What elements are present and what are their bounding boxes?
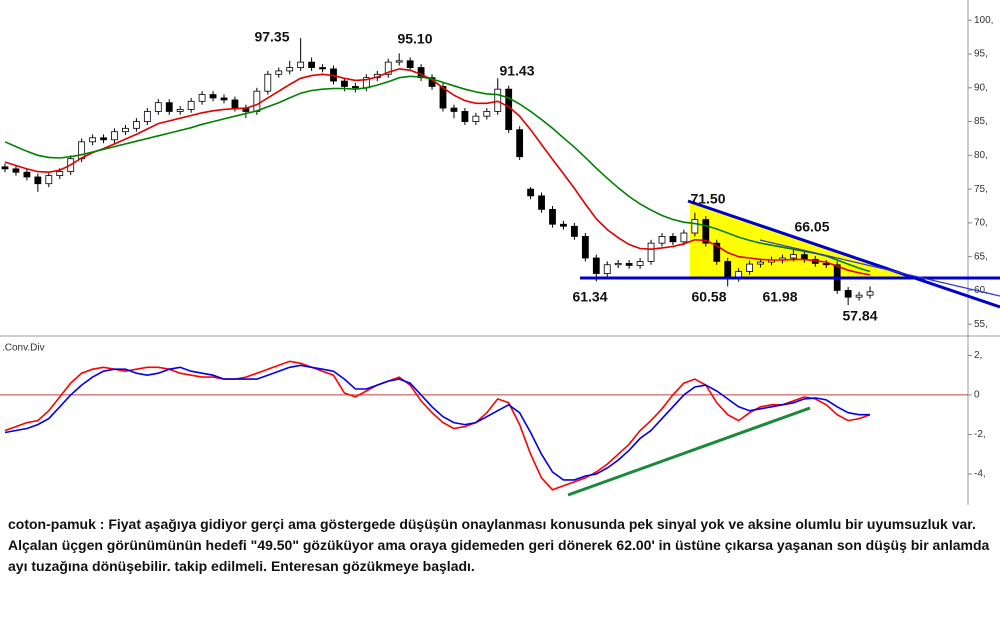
candle-body [198,94,206,102]
candle-body [341,80,348,87]
chart: 100, 95, 90, 85, 80, 75, 70, 65, 60, 55, 97.35 95.1… [0,0,1000,505]
price-annotation: 71.50 [690,191,725,207]
candle-body [483,111,491,117]
candle-body [111,131,118,141]
candle-body [516,129,524,158]
candle-body [395,60,403,63]
candle-body [494,88,502,112]
y-tick-label: -4, [974,469,986,480]
candle-body [592,257,600,274]
candle-body [680,232,688,243]
candle-body [23,171,31,178]
candle-body [231,99,239,109]
candle-body [757,261,764,265]
indicator-label: .Conv.Div [2,343,45,354]
candle-body [560,223,567,227]
y-tick-label: 55, [974,319,988,330]
series-line [4,68,871,276]
y-tick-label: 65, [974,251,988,262]
candle-body [122,127,129,133]
candle-body [209,94,217,99]
candle-body [143,111,151,122]
price-annotation: 61.98 [762,289,797,305]
candle-body [571,225,578,237]
candle-body [603,264,611,274]
candle-body [669,235,677,243]
price-annotation: 91.43 [499,63,534,79]
y-tick-label: 95, [974,49,988,60]
candle-body [614,263,622,266]
candle-body [746,263,753,272]
candle-body [713,242,721,262]
candle-body [100,137,107,141]
candle-body [691,219,699,234]
candle-body [297,61,305,68]
price-annotation: 61.34 [572,289,607,305]
series-line [4,360,871,491]
candle-body [132,121,140,129]
candle-body [220,97,228,101]
candle-body [176,109,184,112]
y-tick-label: -2, [974,429,986,440]
y-tick-label: 80, [974,150,988,161]
y-tick-label: 90, [974,82,988,93]
candle-body [275,70,283,75]
y-tick-label: 70, [974,218,988,229]
candle-body [844,290,852,298]
caption: coton-pamuk : Fiyat aşağıya gidiyor gerç… [8,516,990,574]
candle-body [406,60,414,68]
y-tick-label: 60, [974,285,988,296]
candle-body [538,195,545,210]
candle-body [636,260,644,266]
candle-body [45,175,53,185]
price-annotation: 60.58 [691,289,726,305]
candle-body [165,102,173,112]
candle-body [472,115,480,122]
candle-body [450,107,458,112]
candle-body [549,208,556,225]
y-tick-label: 100, [974,15,993,26]
candle-body [527,188,534,197]
candle-body [702,219,710,244]
price-annotation: 57.84 [842,308,877,324]
candle-body [625,263,633,266]
candle-body [187,100,195,110]
candle-body [439,86,447,109]
series-line [4,75,871,273]
divergence-line [567,406,811,497]
candle-body [790,254,797,259]
candle-body [89,137,96,143]
candle-body [319,67,326,70]
y-tick-label: 85, [974,116,988,127]
candle-body [34,176,42,185]
y-tick-label: 0 [974,390,980,401]
y-tick-label: 75, [974,184,988,195]
price-annotation: 66.05 [794,219,829,235]
candle-body [866,291,874,296]
price-annotation: 95.10 [397,31,432,47]
resistance-line [687,199,1000,309]
candle-body [12,168,20,173]
candle-body [855,294,863,298]
candle-body [822,263,830,266]
candle-body [308,61,316,68]
price-annotation: 97.35 [254,29,289,45]
candle-body [384,61,392,75]
candle-body [581,235,589,259]
candle-body [647,242,655,262]
candle-body [56,171,64,177]
resistance-line-inner [759,239,1000,297]
series-line [4,364,870,481]
y-tick-label: 2, [974,350,982,361]
candle-body [1,166,9,170]
candle-body [154,102,162,112]
candle-body [658,235,666,244]
candle-body [461,111,469,122]
candle-body [351,86,359,89]
candle-body [264,73,272,92]
candle-body [286,67,294,72]
candle-body [253,90,261,112]
candle-body [724,260,732,279]
